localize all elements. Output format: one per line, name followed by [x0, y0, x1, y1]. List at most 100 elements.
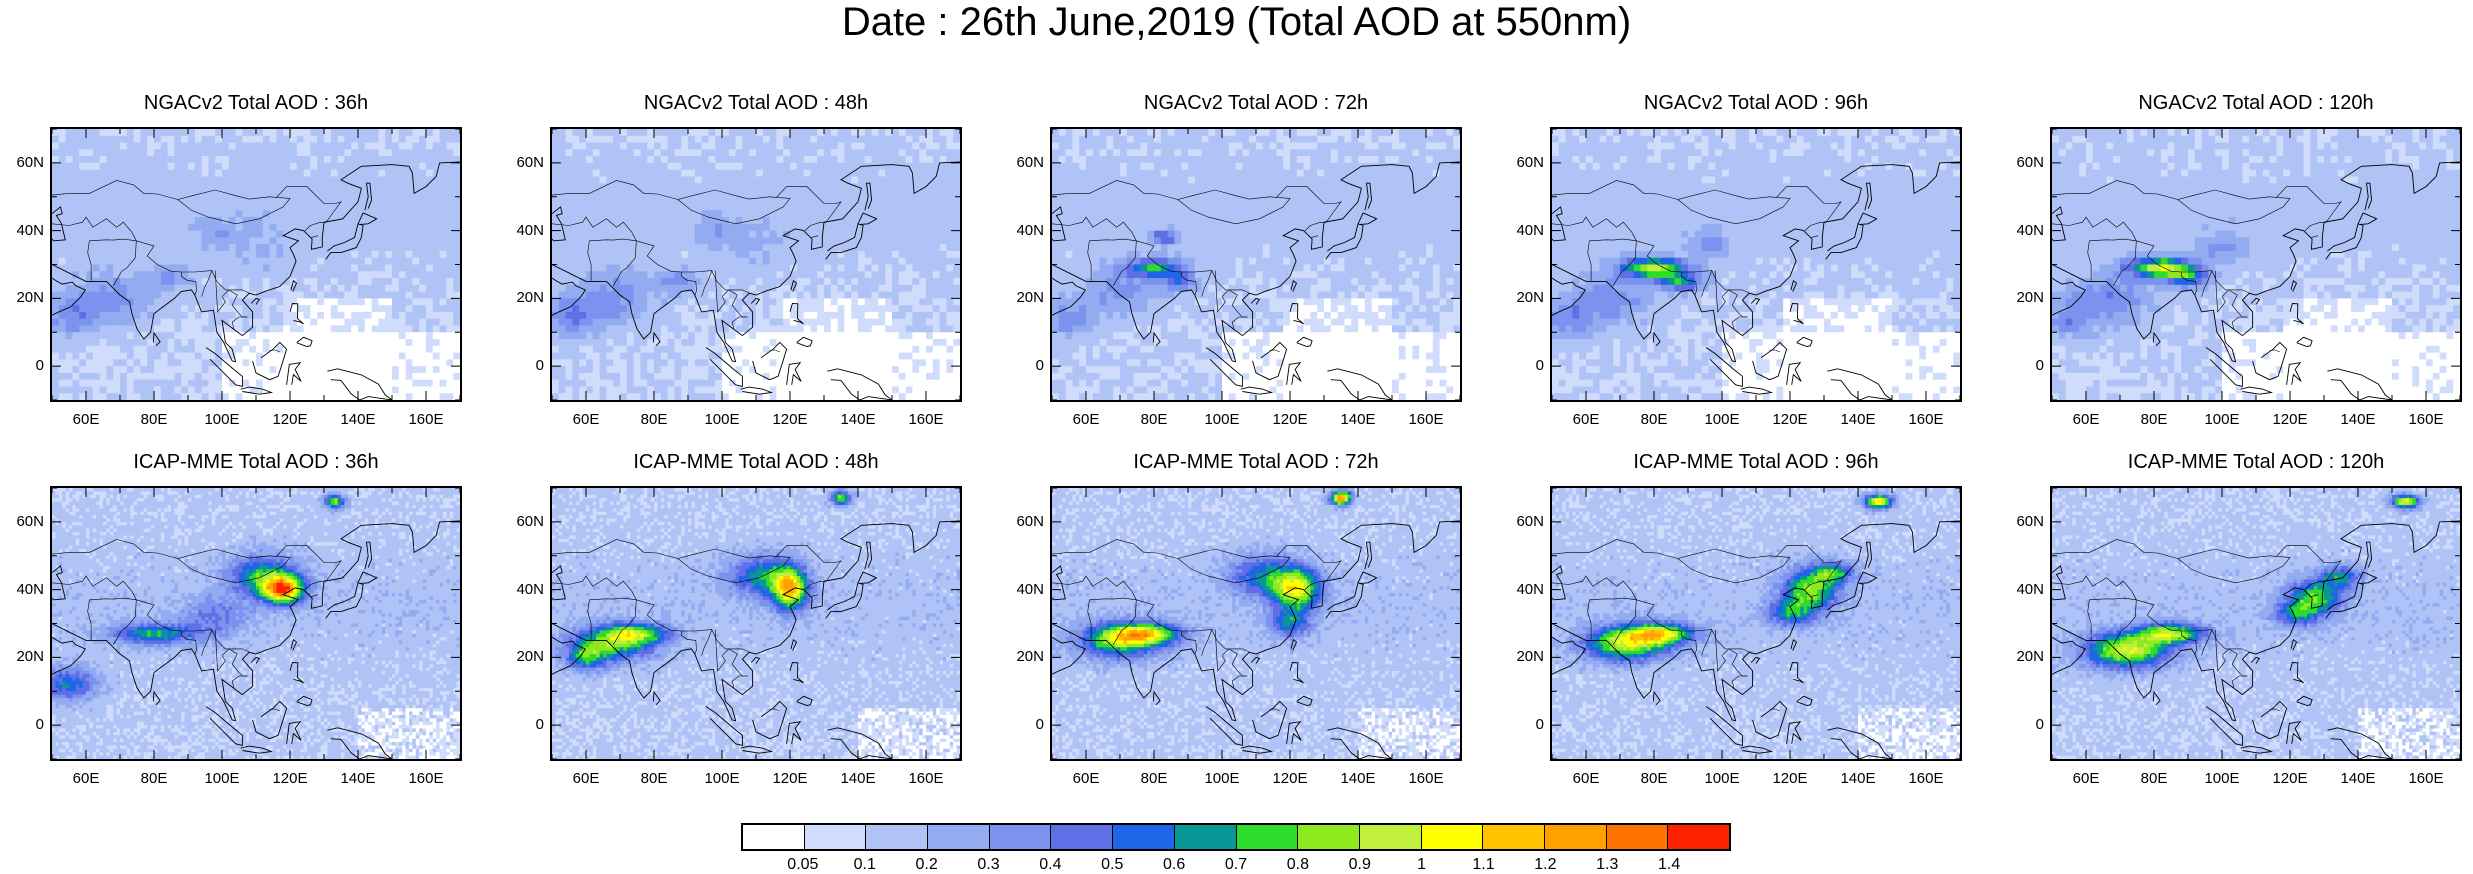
lon-tick-label: 120E [1765, 412, 1815, 428]
colorbar-box [866, 825, 928, 849]
lon-tick-label: 160E [2401, 412, 2451, 428]
map-panel: ICAP-MME Total AOD : 48h 60N 40N 20N 0 60E 80E… [550, 451, 962, 761]
lon-tick-label: 100E [697, 771, 747, 787]
map-panel: NGACv2 Total AOD : 96h 60N 40N 20N 0 60E 80E 10… [1550, 92, 1962, 402]
lat-tick-label: 40N [6, 582, 44, 598]
lon-tick-label: 80E [129, 412, 179, 428]
lon-tick-label: 80E [1629, 412, 1679, 428]
aod-map [1052, 488, 1460, 759]
panel-title: ICAP-MME Total AOD : 36h [50, 451, 462, 477]
lat-tick-label: 40N [506, 582, 544, 598]
colorbar-tick-label: 0.1 [840, 856, 890, 874]
lat-tick-label: 0 [1006, 717, 1044, 733]
aod-map [1552, 129, 1960, 400]
colorbar-tick-label: 0.2 [902, 856, 952, 874]
colorbar-tick-label: 1.4 [1644, 856, 1694, 874]
lat-tick-label: 40N [6, 223, 44, 239]
lon-tick-label: 160E [1401, 412, 1451, 428]
lat-tick-label: 60N [2006, 155, 2044, 171]
panel-title: ICAP-MME Total AOD : 48h [550, 451, 962, 477]
lon-tick-label: 60E [561, 771, 611, 787]
panel-title: NGACv2 Total AOD : 48h [550, 92, 962, 118]
panel-title: NGACv2 Total AOD : 72h [1050, 92, 1462, 118]
lon-tick-label: 100E [2197, 412, 2247, 428]
lon-tick-label: 100E [697, 412, 747, 428]
lat-tick-label: 20N [506, 290, 544, 306]
colorbar-tick-label: 0.6 [1149, 856, 1199, 874]
lon-tick-label: 120E [765, 771, 815, 787]
lat-tick-label: 60N [1006, 514, 1044, 530]
lon-tick-label: 120E [1265, 771, 1315, 787]
lat-tick-label: 20N [1006, 649, 1044, 665]
colorbar-box [743, 825, 805, 849]
lat-tick-label: 0 [1006, 358, 1044, 374]
lon-tick-label: 160E [901, 771, 951, 787]
colorbar-box [1298, 825, 1360, 849]
colorbar-tick-label: 1.3 [1582, 856, 1632, 874]
lon-tick-label: 60E [561, 412, 611, 428]
colorbar-box [1175, 825, 1237, 849]
lat-tick-label: 0 [1506, 717, 1544, 733]
lon-tick-label: 160E [901, 412, 951, 428]
colorbar-tick-label: 0.9 [1335, 856, 1385, 874]
lat-tick-label: 60N [1006, 155, 1044, 171]
lon-tick-label: 60E [2061, 412, 2111, 428]
lon-tick-label: 140E [833, 771, 883, 787]
map-panel: NGACv2 Total AOD : 36h 60N 40N 20N 0 60E 80E 10… [50, 92, 462, 402]
lat-tick-label: 60N [2006, 514, 2044, 530]
lat-tick-label: 40N [2006, 582, 2044, 598]
aod-field [52, 129, 460, 400]
lat-tick-label: 20N [2006, 649, 2044, 665]
lon-tick-label: 120E [765, 412, 815, 428]
lat-tick-label: 60N [6, 514, 44, 530]
map-panel: NGACv2 Total AOD : 120h 60N 40N 20N 0 60E 80E 1… [2050, 92, 2462, 402]
colorbar-tick-label: 0.7 [1211, 856, 1261, 874]
colorbar-box [1113, 825, 1175, 849]
colorbar-tick-label: 1.1 [1459, 856, 1509, 874]
map-panel: ICAP-MME Total AOD : 96h 60N 40N 20N 0 60E 80E… [1550, 451, 1962, 761]
colorbar-tick-label: 1.2 [1520, 856, 1570, 874]
panel-title: NGACv2 Total AOD : 120h [2050, 92, 2462, 118]
colorbar-box [928, 825, 990, 849]
lat-tick-label: 20N [6, 649, 44, 665]
lon-tick-label: 120E [265, 771, 315, 787]
lon-tick-label: 80E [629, 771, 679, 787]
aod-colorbar [741, 823, 1731, 851]
lat-tick-label: 60N [6, 155, 44, 171]
lat-tick-label: 0 [6, 717, 44, 733]
aod-field [552, 129, 960, 400]
lon-tick-label: 160E [401, 412, 451, 428]
panel-title: NGACv2 Total AOD : 96h [1550, 92, 1962, 118]
lon-tick-label: 120E [1265, 412, 1315, 428]
lon-tick-label: 100E [197, 771, 247, 787]
lon-tick-label: 100E [1697, 771, 1747, 787]
lat-tick-label: 20N [1506, 290, 1544, 306]
lon-tick-label: 80E [129, 771, 179, 787]
lon-tick-label: 140E [333, 771, 383, 787]
lat-tick-label: 60N [506, 514, 544, 530]
lat-tick-label: 40N [1006, 223, 1044, 239]
lat-tick-label: 60N [1506, 514, 1544, 530]
lat-tick-label: 40N [1506, 223, 1544, 239]
lat-tick-label: 0 [506, 358, 544, 374]
lon-tick-label: 60E [1561, 771, 1611, 787]
map-frame [1550, 127, 1962, 402]
aod-map [52, 488, 460, 759]
lat-tick-label: 40N [2006, 223, 2044, 239]
lat-tick-label: 20N [1506, 649, 1544, 665]
lon-tick-label: 60E [1061, 412, 1111, 428]
panel-title: NGACv2 Total AOD : 36h [50, 92, 462, 118]
colorbar-tick-label: 0.05 [778, 856, 828, 874]
lon-tick-label: 100E [1197, 771, 1247, 787]
lon-tick-label: 140E [833, 412, 883, 428]
lon-tick-label: 100E [1697, 412, 1747, 428]
colorbar-tick-label: 0.5 [1087, 856, 1137, 874]
aod-map [552, 129, 960, 400]
map-panel: NGACv2 Total AOD : 48h 60N 40N 20N 0 60E 80E 10… [550, 92, 962, 402]
aod-field [52, 488, 460, 759]
map-panel: NGACv2 Total AOD : 72h 60N 40N 20N 0 60E 80E 10… [1050, 92, 1462, 402]
lon-tick-label: 100E [1197, 412, 1247, 428]
lon-tick-label: 160E [1901, 771, 1951, 787]
aod-map [2052, 129, 2460, 400]
colorbar-box [1360, 825, 1422, 849]
